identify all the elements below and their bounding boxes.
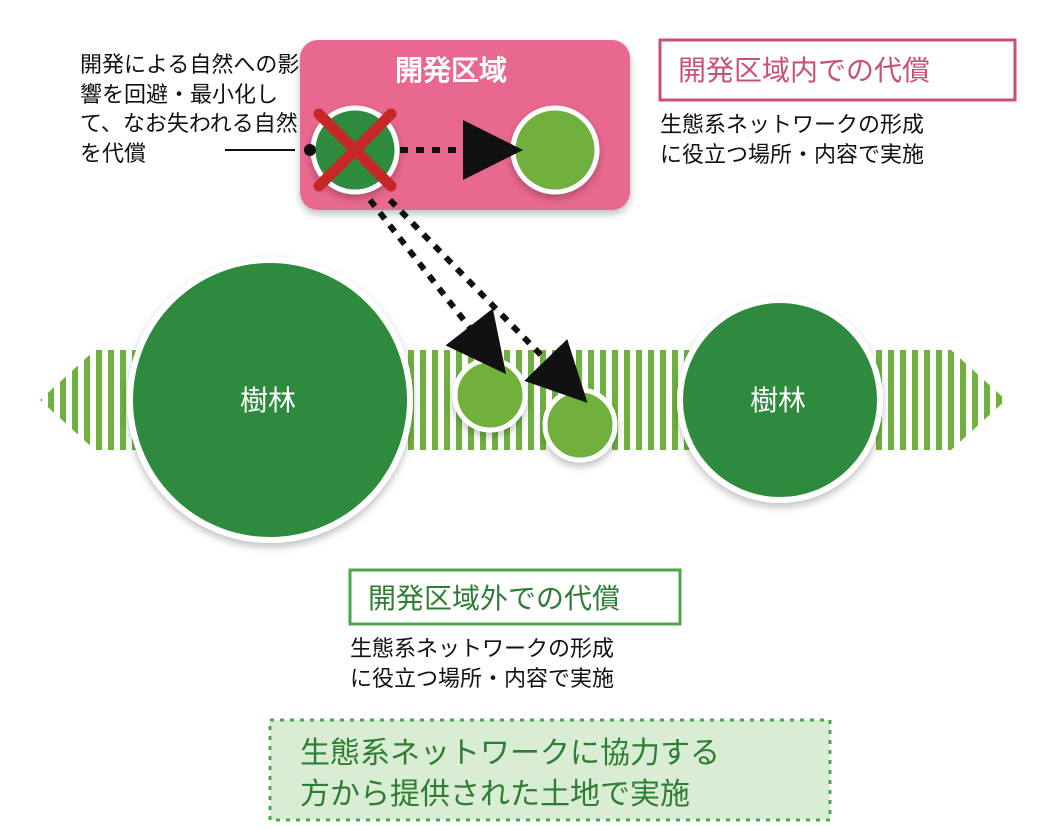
pink-box-title: 開発区域 <box>395 52 507 90</box>
forest-left-label: 樹林 <box>240 382 296 420</box>
annotation-left: 開発による自然への影響を回避・最小化して、なお失われる自然を代償 <box>80 50 300 169</box>
mid-circle-left <box>455 360 525 430</box>
top-right-box-title: 開発区域内での代償 <box>678 52 930 90</box>
bottom-box-text: 生態系ネットワークに協力する方から提供された土地で実施 <box>300 734 820 815</box>
pink-right-circle <box>513 108 597 192</box>
top-right-box-sub: 生態系ネットワークの形成に役立つ場所・内容で実施 <box>660 110 1040 169</box>
diagram-stage: 開発による自然への影響を回避・最小化して、なお失われる自然を代償 開発区域 樹林… <box>0 0 1046 829</box>
mid-green-box-sub: 生態系ネットワークの形成に役立つ場所・内容で実施 <box>350 634 730 693</box>
mid-circle-right <box>545 390 615 460</box>
forest-right-label: 樹林 <box>750 382 806 420</box>
mid-green-box-title: 開発区域外での代償 <box>368 580 620 618</box>
